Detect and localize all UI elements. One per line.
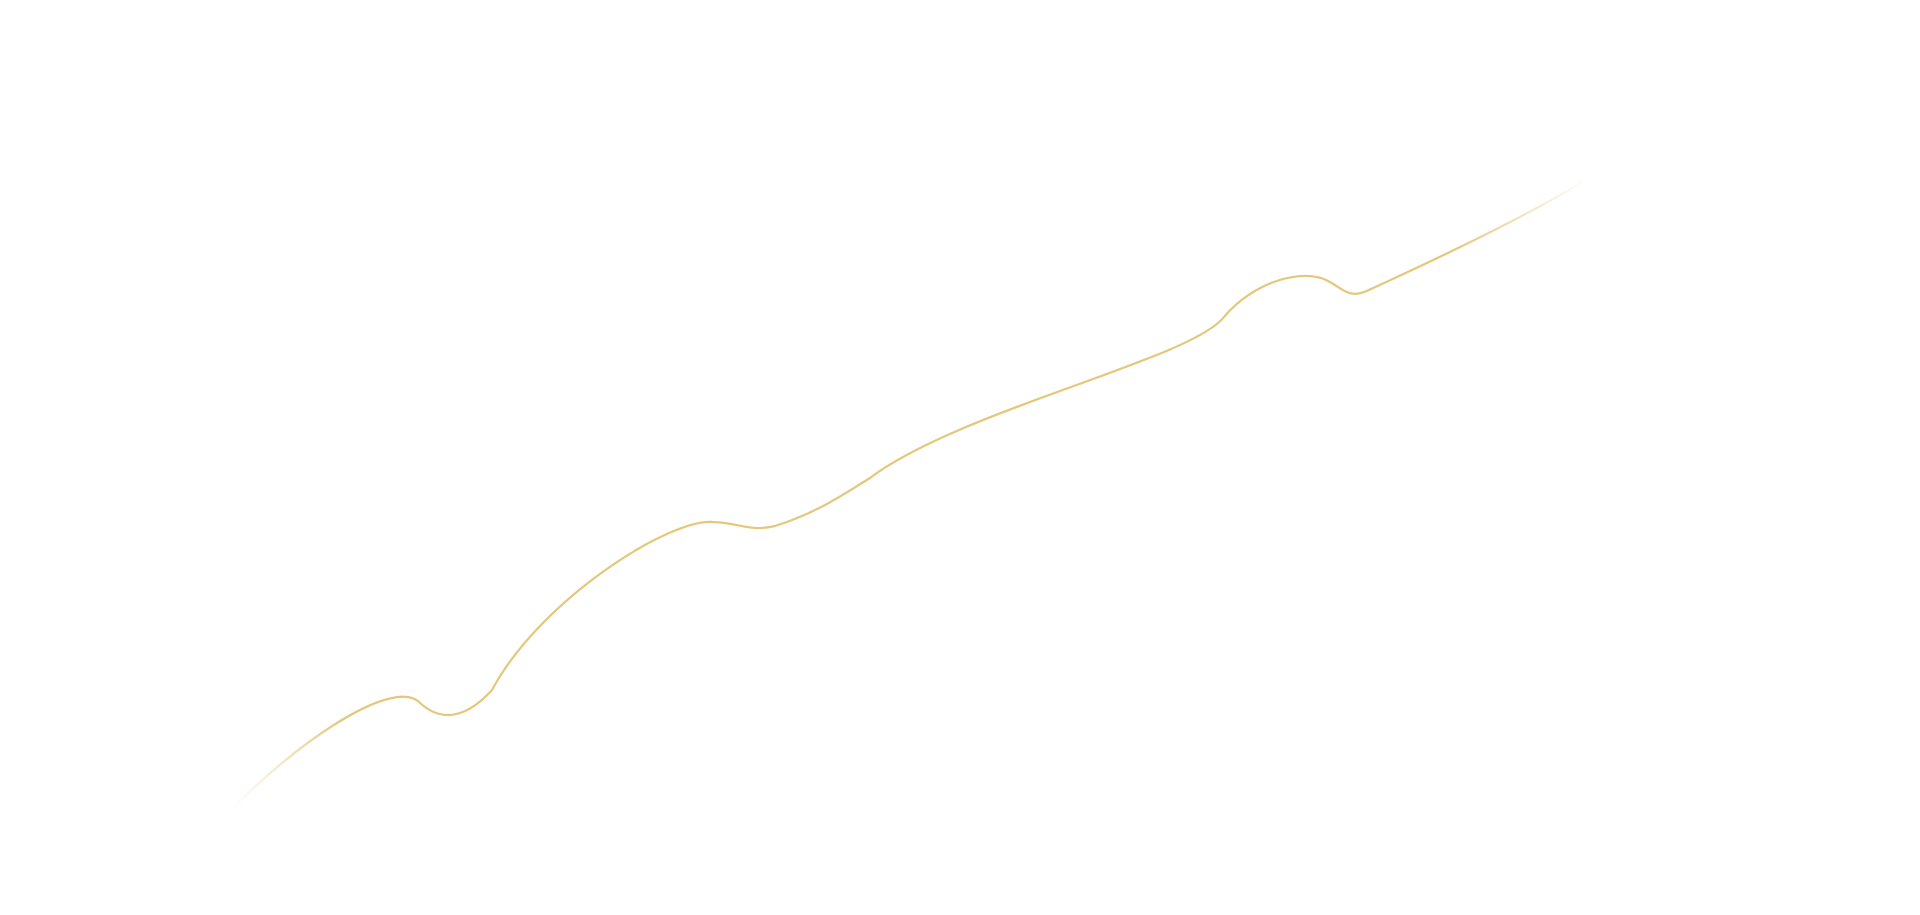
decorative-gold-curve <box>232 177 1589 809</box>
